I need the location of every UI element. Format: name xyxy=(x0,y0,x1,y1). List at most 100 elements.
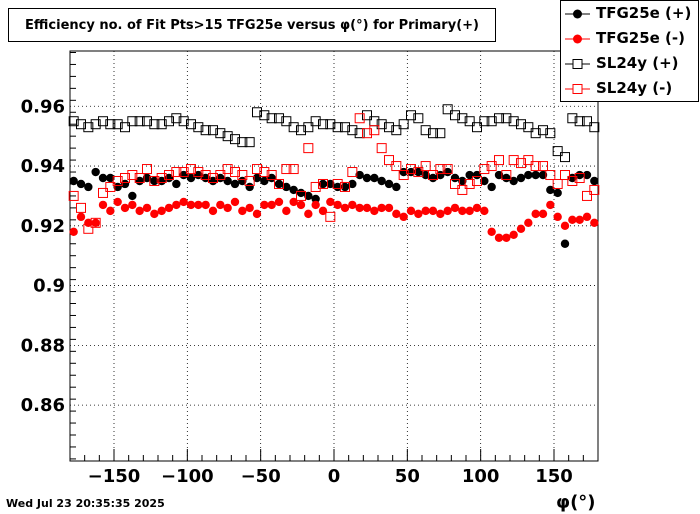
data-point xyxy=(83,122,94,133)
data-point xyxy=(208,125,218,136)
data-point xyxy=(384,179,394,189)
data-point xyxy=(178,116,189,127)
data-point xyxy=(68,116,79,127)
data-point xyxy=(274,197,284,207)
data-point xyxy=(538,170,548,180)
data-point xyxy=(376,143,387,154)
legend-marker-filled-circle-red xyxy=(565,34,590,44)
data-point xyxy=(230,179,240,189)
data-point xyxy=(398,119,409,130)
data-point xyxy=(252,173,262,183)
x-tick-label: 100 xyxy=(462,466,500,487)
data-point xyxy=(472,175,482,186)
data-point xyxy=(237,170,248,181)
data-point xyxy=(186,200,196,210)
data-point xyxy=(135,206,144,216)
data-point xyxy=(516,119,526,130)
data-point xyxy=(465,170,474,180)
data-point xyxy=(223,176,232,186)
data-point xyxy=(157,206,166,216)
data-point xyxy=(222,164,233,175)
data-point xyxy=(135,176,144,186)
data-point xyxy=(590,218,599,228)
data-point xyxy=(582,116,592,127)
data-point xyxy=(193,167,204,178)
data-point xyxy=(450,173,460,183)
data-point xyxy=(413,167,424,178)
data-point xyxy=(560,239,570,248)
data-point xyxy=(355,203,364,213)
data-point xyxy=(68,190,79,201)
data-point xyxy=(164,173,174,183)
data-point xyxy=(120,179,130,189)
data-point xyxy=(574,116,585,127)
data-point xyxy=(450,110,460,121)
data-point xyxy=(486,161,497,172)
data-point xyxy=(76,179,86,189)
data-point xyxy=(502,173,511,183)
data-point xyxy=(90,217,101,228)
data-point xyxy=(267,173,276,183)
data-point xyxy=(443,167,452,177)
data-point xyxy=(486,116,497,127)
data-point xyxy=(399,212,408,222)
x-tick-label: 0 xyxy=(328,466,341,487)
data-point xyxy=(149,175,160,186)
legend-entry-tfg25e-plus: TFG25e (+) xyxy=(561,2,700,26)
data-point xyxy=(142,203,152,213)
data-point xyxy=(304,209,313,219)
data-point xyxy=(530,128,541,139)
x-tick-label: 50 xyxy=(395,466,420,487)
data-point xyxy=(377,176,386,186)
data-point xyxy=(392,182,401,192)
y-tick-label: 0.96 xyxy=(21,96,65,117)
data-point xyxy=(288,122,299,133)
data-point xyxy=(230,197,240,207)
data-point xyxy=(186,119,196,130)
data-point xyxy=(201,200,210,210)
data-point xyxy=(398,170,409,181)
data-point xyxy=(238,206,247,216)
data-point xyxy=(472,122,482,133)
data-point xyxy=(245,182,254,192)
legend-marker-filled-circle-black xyxy=(565,9,590,19)
data-point xyxy=(149,119,160,130)
data-point xyxy=(216,173,225,183)
data-point xyxy=(222,131,233,142)
data-point xyxy=(186,173,196,183)
data-point xyxy=(238,176,247,186)
x-tick-label: −50 xyxy=(241,466,281,487)
data-point xyxy=(568,173,577,183)
data-point xyxy=(340,181,350,192)
y-tick-label: 0.88 xyxy=(21,335,65,356)
data-point xyxy=(545,128,556,139)
data-point xyxy=(230,134,240,145)
data-point xyxy=(457,184,468,195)
data-point xyxy=(362,173,372,183)
data-point xyxy=(333,200,342,210)
data-point xyxy=(98,200,108,210)
data-point xyxy=(428,170,438,181)
data-point xyxy=(494,233,504,242)
data-point xyxy=(223,203,232,213)
data-point xyxy=(384,122,394,133)
data-point xyxy=(567,175,578,186)
data-point xyxy=(553,188,562,198)
data-point xyxy=(127,170,138,181)
data-point xyxy=(538,125,548,136)
data-point xyxy=(296,200,306,210)
data-point xyxy=(120,173,130,184)
data-point xyxy=(370,206,379,216)
data-point xyxy=(472,170,482,180)
data-point xyxy=(501,170,512,181)
data-point xyxy=(106,173,115,183)
data-point xyxy=(120,203,130,213)
data-point xyxy=(458,176,467,186)
data-point xyxy=(98,173,108,183)
data-point xyxy=(553,212,562,222)
data-point xyxy=(150,209,159,219)
data-point xyxy=(113,197,122,207)
data-point xyxy=(516,224,526,234)
data-point xyxy=(376,119,387,130)
legend-label: TFG25e (-) xyxy=(596,29,685,47)
